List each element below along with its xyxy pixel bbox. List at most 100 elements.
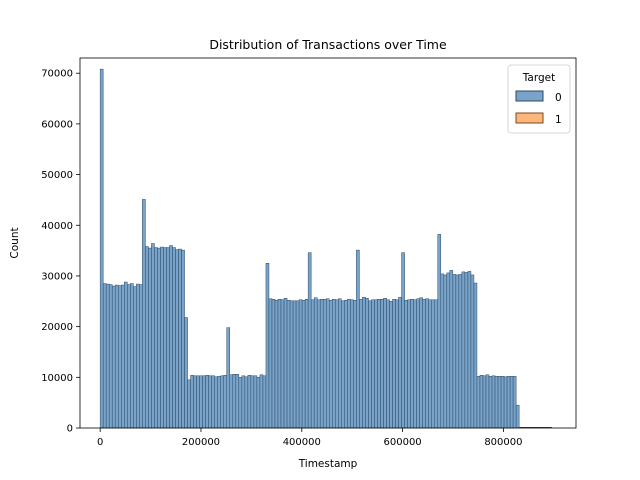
histogram-bar-target-0-bin-96: [389, 301, 393, 429]
histogram-bar-target-0-bin-137: [512, 376, 517, 429]
histogram-bar-target-0-bin-10: [130, 283, 134, 429]
histogram-bar-target-0-bin-42: [226, 327, 231, 429]
legend-swatch-target-1: [515, 112, 544, 124]
histogram-bar-target-0-bin-49: [247, 375, 252, 429]
histogram-bar-target-0-bin-71: [313, 297, 318, 429]
histogram-bar-target-0-bin-48: [244, 376, 249, 429]
histogram-bar-target-0-bin-45: [235, 374, 240, 429]
histogram-bar-target-0-bin-67: [301, 300, 306, 429]
histogram-bar-target-0-bin-29: [187, 379, 191, 429]
y-tick-label: 20000: [41, 322, 73, 333]
histogram-bar-target-0-bin-35: [205, 375, 209, 429]
histogram-bar-target-0-bin-91: [374, 299, 378, 429]
histogram-bar-target-0-bin-14: [142, 199, 146, 429]
histogram-bar-target-0-bin-102: [407, 299, 411, 429]
histogram-bar-target-0-bin-79: [338, 298, 342, 429]
histogram-bar-target-0-bin-132: [497, 376, 502, 429]
histogram-bar-target-0-bin-22: [166, 247, 170, 429]
histogram-bar-target-0-bin-9: [127, 284, 131, 429]
histogram-bar-target-0-bin-80: [341, 300, 345, 429]
histogram-bar-target-0-bin-31: [193, 375, 197, 429]
histogram-bar-target-0-bin-7: [121, 284, 125, 429]
histogram-bar-target-0-bin-59: [277, 299, 282, 429]
histogram-bar-target-0-bin-111: [434, 299, 439, 429]
histogram-bar-target-0-bin-83: [350, 299, 354, 429]
legend-label-target-0: 0: [555, 92, 562, 104]
histogram-bar-target-0-bin-97: [392, 299, 396, 429]
histogram-bar-target-0-bin-123: [470, 274, 475, 429]
histogram-bar-target-0-bin-3: [108, 284, 113, 429]
histogram-bar-target-0-bin-32: [196, 375, 200, 429]
histogram-bar-target-0-bin-92: [377, 299, 381, 429]
histogram-bar-target-0-bin-130: [491, 375, 496, 429]
histogram-bar-target-0-bin-16: [148, 247, 152, 429]
chart-title: Distribution of Transactions over Time: [209, 37, 447, 52]
histogram-bar-target-0-bin-124: [473, 282, 478, 429]
histogram-bar-target-0-bin-20: [160, 246, 164, 429]
histogram-bar-target-0-bin-129: [488, 376, 493, 429]
histogram-bar-target-0-bin-122: [467, 271, 472, 429]
histogram-bar-target-0-bin-24: [172, 247, 176, 429]
histogram-bar-target-0-bin-105: [416, 298, 420, 429]
histogram-bar-target-0-bin-56: [268, 298, 273, 429]
histogram-bar-target-0-bin-133: [500, 376, 505, 429]
histogram-bar-target-0-bin-90: [371, 299, 375, 429]
histogram-bar-target-0-bin-37: [211, 375, 215, 429]
histogram-bar-target-0-bin-0: [99, 68, 104, 429]
histogram-bar-target-0-bin-26: [178, 248, 182, 429]
plot-frame: [79, 57, 577, 429]
histogram-bar-target-0-bin-17: [151, 243, 155, 429]
histogram-bar-target-0-bin-76: [329, 300, 333, 429]
histogram-bar-target-0-bin-2: [105, 283, 110, 429]
histogram-bar-target-0-bin-36: [208, 375, 212, 429]
histogram-bar-target-0-bin-6: [118, 285, 122, 429]
histogram-bar-target-0-bin-8: [124, 281, 128, 429]
histogram-bar-target-0-bin-50: [250, 375, 255, 429]
histogram-bar-target-0-bin-87: [362, 296, 366, 429]
histogram-bar-target-0-bin-119: [458, 274, 463, 429]
histogram-bar-target-0-bin-125: [476, 376, 481, 429]
histogram-bar-target-0-bin-44: [232, 374, 237, 429]
x-tick-label: 200000: [182, 437, 220, 448]
y-tick-label: 40000: [41, 221, 73, 232]
histogram-bar-target-0-bin-62: [286, 300, 291, 429]
histogram-bar-target-0-bin-53: [259, 374, 264, 429]
histogram-bar-target-0-bin-109: [428, 299, 432, 429]
legend: Target 0 1: [507, 64, 571, 134]
histogram-bar-target-0-bin-115: [446, 272, 451, 429]
x-tick-label: 400000: [283, 437, 321, 448]
y-axis: 0 10000 20000 30000 40000 50000 60000 70000: [41, 69, 80, 435]
x-tick-label: 0: [97, 437, 103, 448]
histogram-bar-target-0-bin-93: [380, 299, 384, 429]
histogram-bar-target-0-bin-104: [413, 299, 417, 429]
histogram-bar-target-0-bin-128: [485, 374, 490, 429]
y-tick-label: 60000: [41, 119, 73, 130]
histogram-bar-target-0-bin-11: [133, 286, 137, 429]
x-axis: 0 200000 400000 600000 800000: [97, 428, 523, 448]
histogram-bar-target-0-bin-23: [169, 245, 173, 429]
histogram-bar-target-0-bin-70: [310, 299, 315, 429]
histogram-bar-target-0-bin-61: [283, 298, 288, 429]
histogram-bar-target-0-bin-116: [449, 270, 454, 429]
histogram-bar-target-0-bin-120: [461, 271, 466, 429]
histogram-bar-target-0-bin-15: [145, 246, 149, 429]
histogram-bar-target-0-bin-81: [344, 300, 348, 429]
legend-swatch-target-0: [515, 90, 544, 102]
histogram-bar-target-0-bin-43: [229, 374, 234, 429]
histogram-bar-target-0-bin-82: [347, 299, 351, 429]
histogram-bar-target-0-bin-108: [425, 298, 429, 429]
histogram-bar-target-0-bin-18: [154, 247, 158, 429]
histogram-bar-target-0-bin-110: [431, 299, 435, 429]
histogram-bar-target-0-bin-64: [292, 300, 297, 429]
y-tick-label: 50000: [41, 170, 73, 181]
histogram-bar-target-0-bin-66: [298, 299, 303, 429]
histogram-bar-target-0-bin-40: [220, 375, 224, 429]
histogram-bar-target-0-bin-30: [190, 375, 194, 429]
legend-title: Target: [522, 72, 555, 84]
histogram-bar-target-0-bin-51: [253, 375, 258, 429]
histogram-bar-target-0-bin-107: [422, 299, 426, 429]
histogram-bar-target-0-bin-114: [443, 274, 448, 429]
histogram-bar-target-0-bin-25: [175, 249, 179, 429]
histogram-bar-target-0-bin-112: [437, 234, 442, 429]
